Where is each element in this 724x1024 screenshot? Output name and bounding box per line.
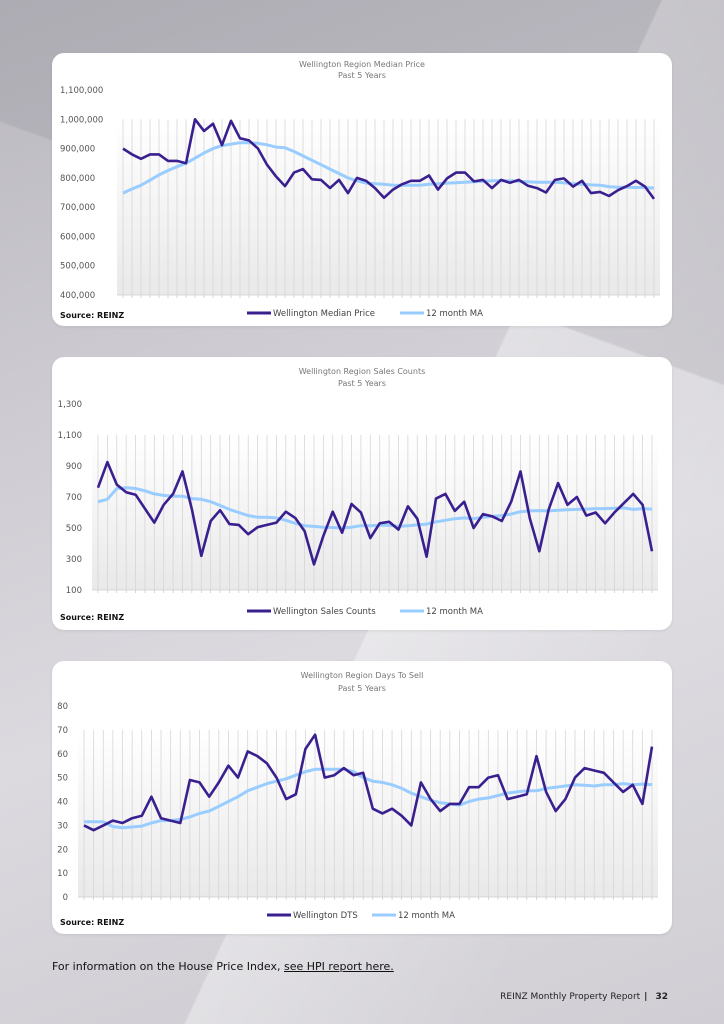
y-tick-label: 40 [57, 798, 68, 808]
y-tick-label: 100 [66, 586, 82, 596]
page-footer: REINZ Monthly Property Report | 32 [500, 992, 672, 1002]
median-price-chart-card: Wellington Region Median Price Past 5 Yea… [52, 53, 672, 326]
chart-subtitle: Past 5 Years [338, 379, 386, 388]
y-tick-label: 500 [66, 524, 82, 534]
hpi-note: For information on the House Price Index… [52, 960, 394, 973]
sales-counts-chart-card: Wellington Region Sales Counts Past 5 Yea… [52, 357, 672, 630]
y-tick-label: 1,100 [58, 431, 82, 441]
ma-series-line [84, 767, 653, 830]
footer-separator: | [644, 992, 648, 1002]
y-tick-label: 80 [57, 702, 68, 712]
legend-label: Wellington Sales Counts [273, 607, 376, 617]
source-label: Source: REINZ [60, 311, 124, 320]
chart-title: Wellington Region Days To Sell [301, 671, 424, 680]
y-tick-label: 20 [57, 845, 68, 855]
y-tick-label: 700 [66, 493, 82, 503]
legend-label: 12 month MA [398, 911, 455, 921]
y-tick-label: 1,300 [58, 400, 82, 410]
plot-area [92, 435, 658, 590]
ma-series-line [122, 141, 655, 195]
days-to-sell-chart: Wellington Region Days To Sell Past 5 Yea… [57, 671, 658, 927]
legend-label: 12 month MA [426, 607, 483, 617]
y-tick-label: 900,000 [60, 145, 95, 155]
sales-counts-chart: Wellington Region Sales Counts Past 5 Yea… [58, 367, 658, 622]
y-tick-label: 500,000 [60, 262, 95, 272]
page-number: 32 [655, 992, 668, 1002]
main-series-line [96, 460, 654, 566]
y-tick-label: 30 [57, 821, 68, 831]
y-tick-label: 700,000 [60, 203, 95, 213]
y-tick-label: 60 [57, 750, 68, 760]
chart-title: Wellington Region Median Price [299, 60, 425, 69]
hpi-report-link[interactable]: see HPI report here. [284, 960, 394, 973]
y-tick-label: 600,000 [60, 232, 95, 242]
legend-label: 12 month MA [426, 309, 483, 319]
y-tick-label: 300 [66, 555, 82, 565]
report-name: REINZ Monthly Property Report [500, 992, 641, 1002]
legend-label: Wellington Median Price [273, 309, 375, 319]
chart-subtitle: Past 5 Years [338, 71, 386, 80]
main-series-line [122, 118, 656, 200]
y-tick-label: 800,000 [60, 174, 95, 184]
source-label: Source: REINZ [60, 918, 124, 927]
y-tick-label: 0 [63, 893, 68, 903]
plot-area [117, 119, 660, 296]
legend-label: Wellington DTS [293, 911, 358, 921]
y-tick-label: 50 [57, 774, 68, 784]
y-tick-label: 70 [57, 726, 68, 736]
y-tick-label: 400,000 [60, 291, 95, 301]
days-to-sell-chart-card: Wellington Region Days To Sell Past 5 Yea… [52, 661, 672, 934]
plot-area [78, 729, 658, 897]
y-tick-label: 1,100,000 [60, 86, 103, 96]
chart-subtitle: Past 5 Years [338, 684, 386, 693]
y-tick-label: 1,000,000 [60, 115, 103, 125]
y-tick-label: 900 [66, 462, 82, 472]
y-tick-label: 10 [57, 869, 68, 879]
chart-title: Wellington Region Sales Counts [299, 367, 426, 376]
main-series-line [83, 733, 654, 832]
median-price-chart: Wellington Region Median Price Past 5 Yea… [60, 60, 660, 320]
source-label: Source: REINZ [60, 613, 124, 622]
hpi-note-text: For information on the House Price Index… [52, 960, 284, 973]
